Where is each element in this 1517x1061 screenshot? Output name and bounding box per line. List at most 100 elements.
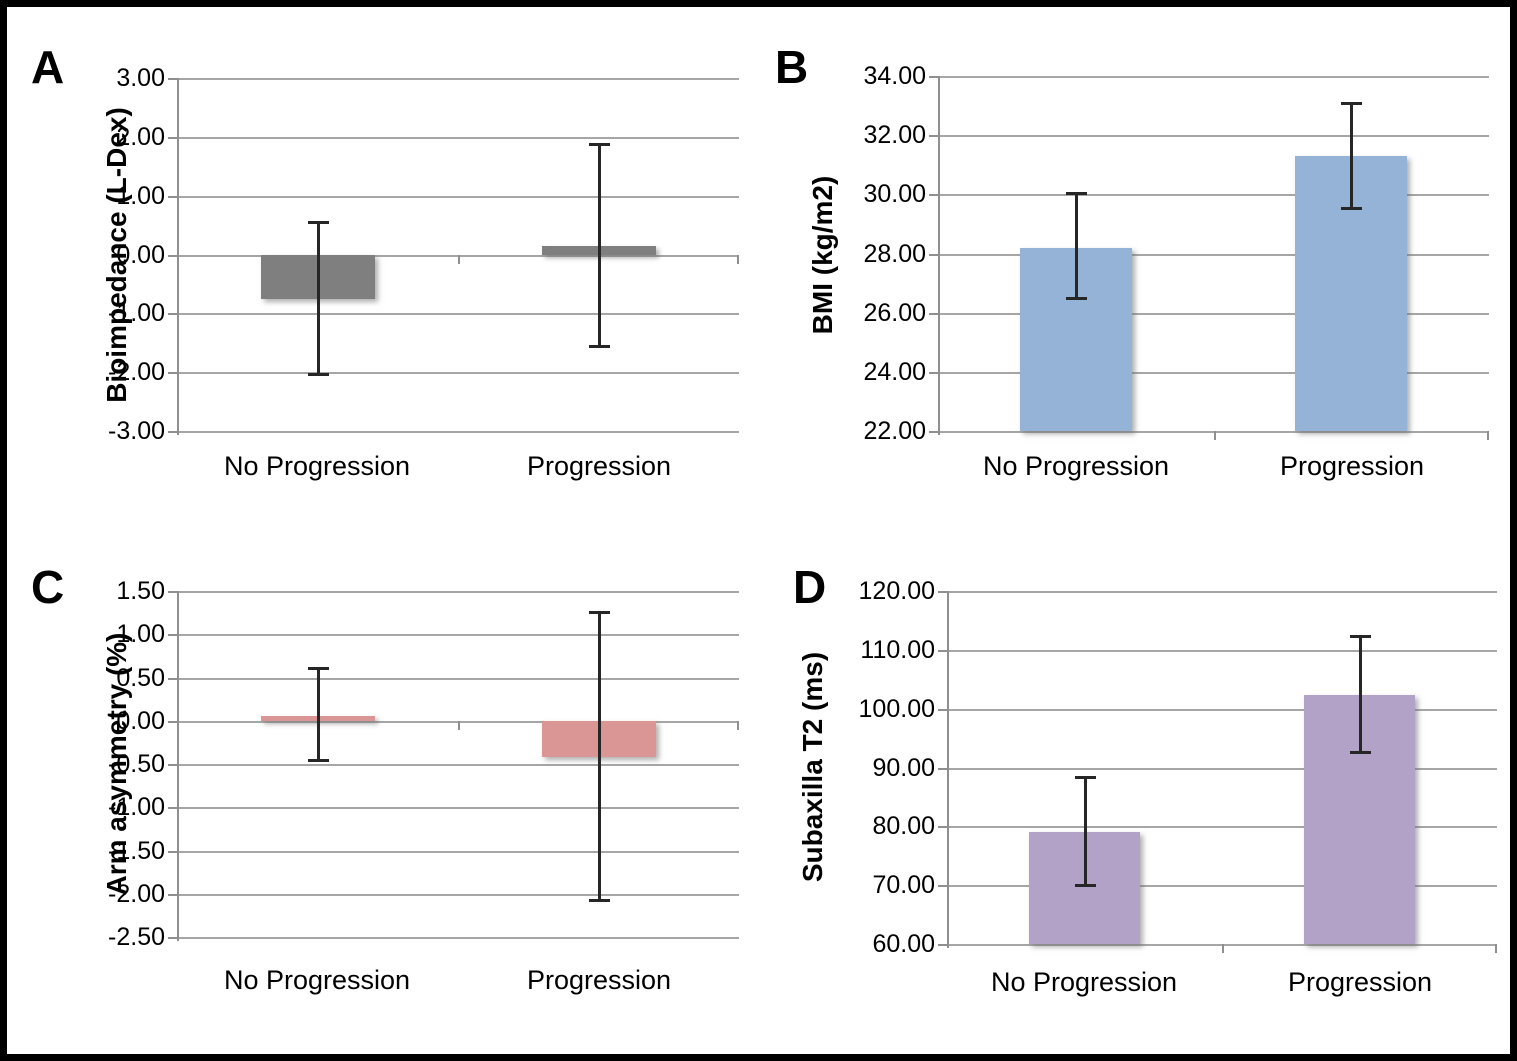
gridline: [177, 196, 739, 198]
y-tick-label: 80.00: [872, 812, 935, 840]
y-tick-label: 1.00: [116, 620, 165, 648]
y-tick-label: 1.00: [116, 182, 165, 210]
y-tick-label: 70.00: [872, 871, 935, 899]
y-axis-tick: [929, 76, 938, 78]
error-bar-cap-top: [589, 143, 610, 146]
gridline: [177, 313, 739, 315]
error-bar-cap-bottom: [1075, 884, 1096, 887]
error-bar-line: [598, 612, 601, 901]
gridline: [938, 313, 1489, 315]
gridline: [177, 431, 739, 433]
y-tick-label: 3.00: [116, 64, 165, 92]
gridline: [947, 768, 1497, 770]
category-label-c-no-progression: No Progression: [223, 965, 411, 995]
gridline: [177, 678, 739, 680]
y-axis-tick: [168, 591, 177, 593]
y-axis-tick: [938, 768, 947, 770]
error-bar-cap-top: [1350, 635, 1371, 638]
error-bar-cap-bottom: [589, 899, 610, 902]
gridline: [938, 372, 1489, 374]
y-tick-label: 32.00: [863, 121, 926, 149]
category-label-b-no-progression: No Progression: [982, 451, 1170, 481]
y-tick-label: 30.00: [863, 180, 926, 208]
y-tick-label: -1.00: [108, 793, 165, 821]
category-axis-tick: [458, 255, 460, 264]
y-axis-tick: [938, 591, 947, 593]
y-axis-tick: [938, 944, 947, 946]
y-axis-line: [177, 591, 179, 941]
category-axis-tick: [1495, 944, 1497, 953]
y-axis-tick: [929, 254, 938, 256]
y-tick-label: 1.50: [116, 577, 165, 605]
y-axis-tick: [168, 78, 177, 80]
y-tick-label: -2.00: [108, 358, 165, 386]
y-axis-tick: [168, 372, 177, 374]
y-axis-tick: [168, 807, 177, 809]
gridline: [947, 826, 1497, 828]
gridline: [177, 137, 739, 139]
error-bar-line: [1350, 103, 1353, 209]
gridline: [938, 76, 1489, 78]
y-tick-label: 22.00: [863, 417, 926, 445]
gridline: [938, 254, 1489, 256]
y-axis-tick: [168, 196, 177, 198]
y-tick-label: 120.00: [858, 577, 935, 605]
panel-letter-a: A: [31, 41, 65, 93]
error-bar-line: [1075, 193, 1078, 299]
y-axis-tick: [929, 135, 938, 137]
category-label-a-progression: Progression: [526, 451, 672, 481]
y-axis-tick: [168, 851, 177, 853]
y-tick-label: 26.00: [863, 299, 926, 327]
category-axis-tick: [1222, 944, 1224, 953]
category-axis-tick: [737, 721, 739, 730]
y-axis-line: [177, 78, 179, 435]
category-axis-tick: [1487, 431, 1489, 440]
error-bar-cap-bottom: [1350, 751, 1371, 754]
gridline: [177, 894, 739, 896]
y-axis-tick: [938, 885, 947, 887]
gridline: [177, 937, 739, 939]
y-axis-tick: [168, 255, 177, 257]
y-axis-tick: [929, 194, 938, 196]
panel-letter-c: C: [31, 561, 65, 613]
y-axis-tick: [929, 372, 938, 374]
y-axis-line: [947, 591, 949, 948]
y-axis-tick: [168, 937, 177, 939]
gridline: [177, 78, 739, 80]
gridline: [947, 885, 1497, 887]
y-tick-label: 60.00: [872, 930, 935, 958]
y-axis-tick: [938, 709, 947, 711]
y-tick-label: 24.00: [863, 358, 926, 386]
y-tick-label: -1.50: [108, 837, 165, 865]
error-bar-cap-bottom: [308, 759, 329, 762]
error-bar-cap-top: [308, 221, 329, 224]
y-axis-tick: [938, 826, 947, 828]
category-label-c-progression: Progression: [526, 965, 672, 995]
y-tick-label: 0.00: [116, 707, 165, 735]
error-bar-line: [317, 222, 320, 375]
y-axis-tick: [168, 137, 177, 139]
y-axis-tick: [938, 650, 947, 652]
error-bar-cap-top: [589, 611, 610, 614]
category-label-d-no-progression: No Progression: [990, 967, 1178, 997]
category-label-a-no-progression: No Progression: [223, 451, 411, 481]
y-tick-label: 28.00: [863, 240, 926, 268]
y-axis-tick: [929, 431, 938, 433]
y-tick-label: 110.00: [860, 636, 935, 664]
y-tick-label: 100.00: [858, 695, 935, 723]
y-axis-tick: [168, 894, 177, 896]
gridline: [938, 135, 1489, 137]
y-tick-label: -2.50: [108, 923, 165, 951]
gridline: [177, 851, 739, 853]
error-bar-cap-bottom: [1341, 207, 1362, 210]
gridline: [177, 372, 739, 374]
error-bar-cap-bottom: [1066, 297, 1087, 300]
error-bar-line: [317, 668, 320, 761]
y-tick-label: 2.00: [116, 123, 165, 151]
y-axis-tick: [168, 678, 177, 680]
error-bar-line: [1084, 777, 1087, 886]
y-tick-label: -2.00: [108, 880, 165, 908]
error-bar-cap-top: [1066, 192, 1087, 195]
gridline: [177, 634, 739, 636]
gridline: [947, 591, 1497, 593]
